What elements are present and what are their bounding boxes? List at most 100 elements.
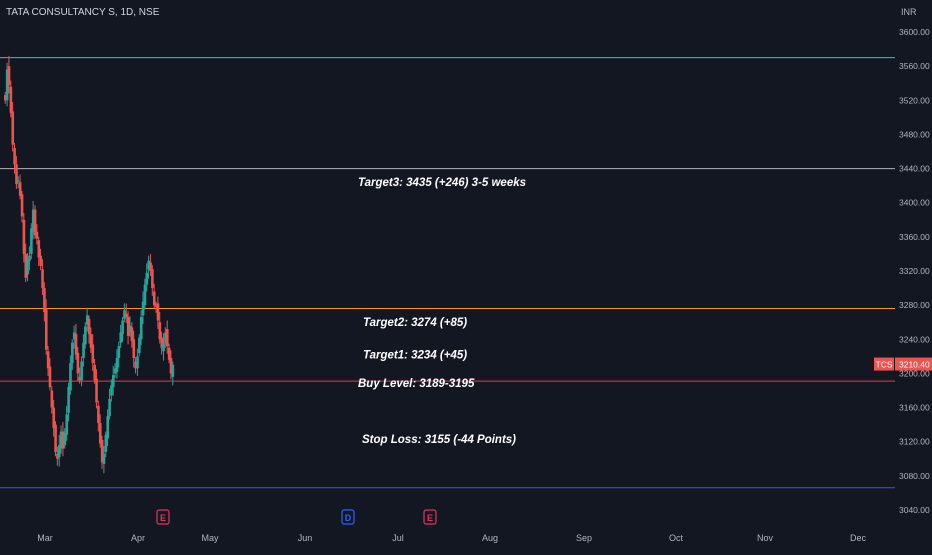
candle [78, 367, 82, 384]
y-tick-label: 3280.00 [899, 300, 930, 310]
candle [30, 223, 33, 260]
candle-body [63, 433, 67, 446]
candle-body [93, 364, 96, 381]
candle [91, 334, 95, 371]
candle [4, 91, 7, 104]
event-marker-0[interactable]: E [156, 509, 170, 525]
candle [89, 327, 93, 353]
candle [44, 299, 48, 355]
y-tick-label: 3040.00 [899, 505, 930, 515]
candle [98, 414, 102, 448]
candle [65, 405, 69, 441]
candle [171, 361, 175, 386]
candle-body [31, 209, 35, 232]
candle [110, 379, 113, 402]
y-tick-label: 3120.00 [899, 437, 930, 447]
event-marker-frame [156, 509, 170, 525]
candle [28, 246, 31, 271]
event-marker-1[interactable]: D [341, 509, 355, 525]
candle-body [102, 453, 106, 464]
candle-body [41, 269, 44, 289]
candle [22, 212, 26, 263]
candle [43, 282, 46, 322]
candle-body [123, 310, 126, 319]
annotation-label-3: Buy Level: 3189-3195 [358, 378, 475, 390]
candle [93, 358, 96, 384]
candle [72, 325, 76, 349]
candle-body [80, 361, 83, 381]
x-tick-label: Sep [576, 533, 592, 543]
annotation-label-4: Stop Loss: 3155 (-44 Points) [362, 434, 516, 446]
candle-body [4, 95, 7, 101]
candle-body [7, 66, 11, 85]
candle [128, 316, 132, 337]
candle-body [61, 431, 65, 449]
candle [20, 190, 24, 223]
candle [5, 62, 9, 107]
candle [97, 400, 100, 432]
candle [39, 248, 42, 271]
candle [130, 322, 134, 348]
candle-body [85, 315, 89, 325]
candle [111, 365, 115, 396]
candle [121, 317, 124, 342]
candle-body [82, 342, 85, 359]
candle [41, 259, 44, 295]
annotation-label-0: Target3: 3435 (+246) 3-5 weeks [358, 177, 526, 189]
event-marker-label: E [427, 513, 433, 523]
candle [35, 224, 39, 245]
candle-body [119, 332, 123, 343]
candle [61, 422, 65, 457]
x-tick-label: Jul [392, 533, 404, 543]
candle-body [108, 399, 111, 417]
candle-body [28, 255, 31, 261]
candle [56, 446, 59, 466]
candle [26, 253, 29, 282]
candle-body [147, 260, 150, 270]
x-tick-label: Dec [850, 533, 867, 543]
candle-body [130, 327, 134, 341]
candle-body [11, 111, 15, 145]
candle [151, 265, 154, 296]
candle-body [35, 231, 39, 239]
candle [54, 421, 57, 457]
candle-body [67, 387, 70, 413]
candle [95, 369, 98, 409]
candle-body [84, 326, 87, 345]
last-price: 3210.40 [899, 360, 930, 370]
candle-body [115, 358, 119, 372]
candle [143, 278, 147, 310]
candle [156, 296, 160, 330]
candle-body [158, 322, 162, 340]
candle [18, 174, 22, 200]
y-tick-label: 3560.00 [899, 61, 930, 71]
candle-body [132, 339, 136, 359]
candle [115, 349, 119, 379]
candle-body [26, 259, 29, 275]
candle [48, 358, 52, 391]
candle-body [128, 325, 132, 333]
candle-body [18, 182, 22, 196]
candle [63, 428, 67, 449]
candle [80, 356, 83, 387]
candle [117, 341, 121, 368]
candle [57, 434, 61, 467]
candle-body [154, 305, 158, 307]
candle-body [111, 375, 115, 388]
candle-body [44, 308, 48, 350]
event-marker-2[interactable]: E [423, 509, 437, 525]
candle-body [165, 329, 169, 347]
candle-body [30, 228, 33, 254]
candle [152, 283, 156, 309]
currency-label: INR [901, 7, 917, 17]
candle-body [13, 148, 16, 165]
candle-body [164, 332, 167, 343]
y-tick-label: 3240.00 [899, 334, 930, 344]
y-tick-label: 3520.00 [899, 95, 930, 105]
candle-body [89, 334, 93, 348]
candle [69, 355, 72, 395]
candle [145, 263, 149, 292]
